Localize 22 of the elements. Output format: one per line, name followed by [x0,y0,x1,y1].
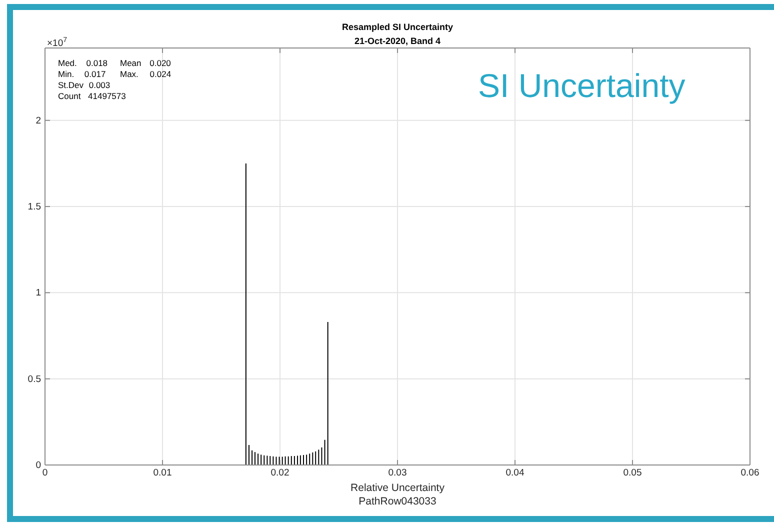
annotation: St.Dev 0.003 [58,80,110,90]
chart-subtitle: 21-Oct-2020, Band 4 [354,36,441,46]
annotation: Mean 0.020 [120,58,172,68]
x-tick-label: 0.05 [623,468,642,479]
chart-title: Resampled SI Uncertainty [342,22,454,32]
annotation: Count 41497573 [58,91,126,101]
x-tick-label: 0.03 [388,468,407,479]
y-tick-label: 1.5 [28,202,41,213]
y-tick-label: 2 [36,115,41,126]
y-tick-label: 0.5 [28,374,41,385]
annotation: ×10$^{7}$ [47,36,68,49]
x-tick-label: 0.06 [740,468,760,479]
x-tick-label: 0.02 [270,468,290,479]
y-tick-label: 0 [36,460,41,472]
annotation: Med. 0.018 [58,58,108,68]
annotation: Max. 0.024 [120,69,172,79]
x-tick-label: 0.04 [506,468,524,479]
annotation: Min. 0.017 [58,69,106,79]
annotation: SI Uncertainty [478,67,686,104]
y-tick-label: 1 [36,288,41,299]
x-tick-label: 0.01 [153,468,172,479]
x-axis-title: Relative Uncertainty PathRow043033 [350,482,446,508]
